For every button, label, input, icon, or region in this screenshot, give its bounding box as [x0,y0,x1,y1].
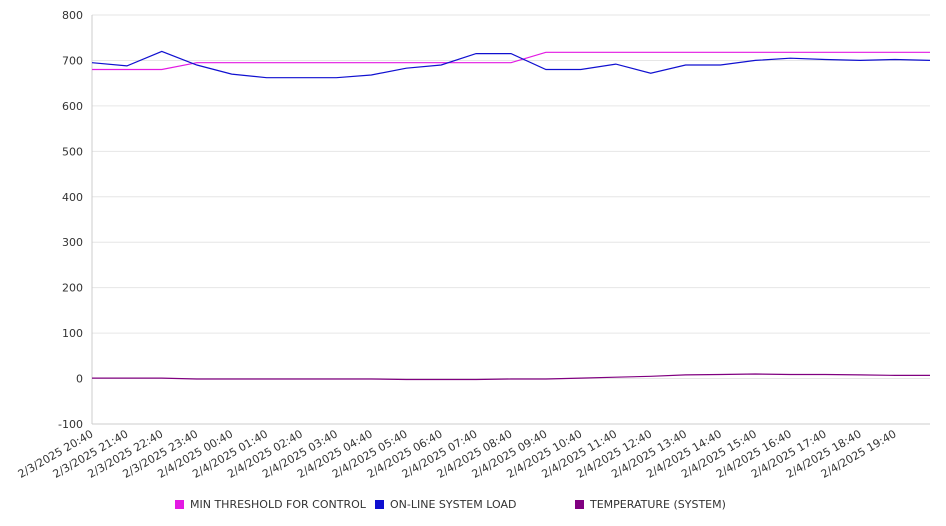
y-tick-label: 300 [62,236,83,249]
axes [91,15,930,425]
series-lines [91,50,931,381]
legend-item-temperature: TEMPERATURE (SYSTEM) [575,498,726,511]
legend-label-min-threshold: MIN THRESHOLD FOR CONTROL [190,498,366,511]
legend-swatch-min-threshold [175,500,184,509]
legend: MIN THRESHOLD FOR CONTROL ON-LINE SYSTEM… [0,498,946,516]
legend-swatch-temperature [575,500,584,509]
y-tick-label: -100 [58,418,83,431]
series-line-1 [91,50,931,79]
y-tick-label: 500 [62,145,83,158]
series-line-0 [92,51,930,71]
y-tick-label: 800 [62,9,83,22]
y-tick-label: 200 [62,282,83,295]
x-tick-labels: 2/3/2025 20:402/3/2025 21:402/3/2025 22:… [16,427,899,481]
legend-swatch-system-load [375,500,384,509]
y-tick-label: 700 [62,54,83,67]
y-tick-label: 0 [76,373,83,386]
legend-item-min-threshold: MIN THRESHOLD FOR CONTROL [175,498,366,511]
y-tick-label: 600 [62,100,83,113]
y-tick-label: 400 [62,191,83,204]
legend-item-system-load: ON-LINE SYSTEM LOAD [375,498,516,511]
legend-label-system-load: ON-LINE SYSTEM LOAD [390,498,517,511]
gridlines [92,14,930,425]
legend-label-temperature: TEMPERATURE (SYSTEM) [590,498,726,511]
y-tick-labels: 800 700 600 500 400 300 200 100 0 -100 [58,9,83,431]
y-tick-label: 100 [62,327,83,340]
series-line-2 [92,373,930,381]
